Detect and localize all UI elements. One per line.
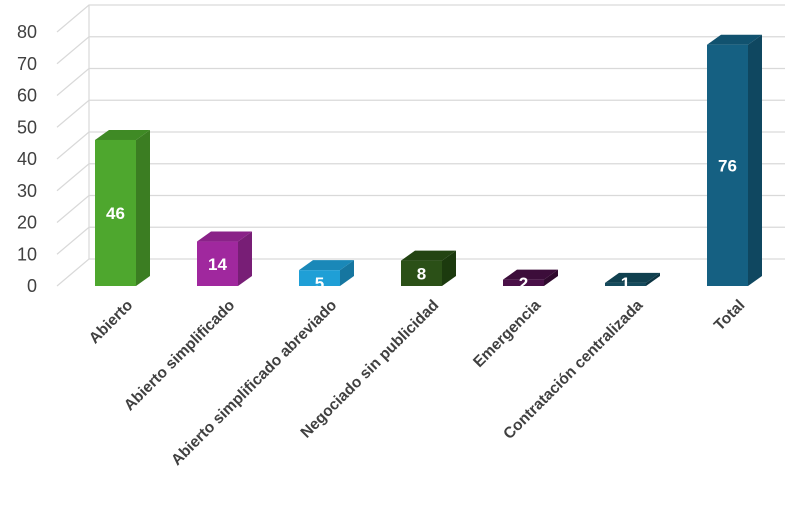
category-label: Abierto simplificado abreviado [168, 297, 340, 469]
gridline [56, 163, 785, 192]
bar-side [442, 250, 456, 286]
data-label: 46 [106, 204, 125, 223]
bar-top [299, 260, 354, 271]
gridline [56, 99, 785, 128]
bar-front [707, 44, 748, 287]
gridlines [56, 4, 785, 287]
bar [401, 250, 456, 286]
bar-front [401, 260, 442, 286]
gridline [56, 36, 785, 65]
data-labels: 46 14 5 8 2 1 76 [106, 156, 737, 293]
bar-side [646, 272, 660, 286]
bar-front [503, 279, 544, 286]
gridline [56, 4, 785, 33]
y-tick-label: 80 [17, 22, 37, 42]
gridline [56, 194, 785, 223]
y-tick-label: 50 [17, 117, 37, 137]
bar-front [197, 241, 238, 286]
bar [95, 129, 150, 286]
category-label: Total [711, 297, 748, 334]
gridline [56, 131, 785, 160]
bar-top [401, 250, 456, 261]
bar-front [95, 139, 136, 286]
bar [503, 269, 558, 286]
data-label: 1 [621, 274, 630, 293]
category-label: Emergencia [470, 297, 544, 371]
y-axis-tick-labels: 0 10 20 30 40 50 60 70 80 [17, 22, 37, 296]
bar-side [340, 260, 354, 286]
bar-side [748, 34, 762, 287]
bar-side [544, 269, 558, 286]
y-tick-label: 20 [17, 213, 37, 233]
bar-front [299, 270, 340, 286]
y-tick-label: 0 [27, 276, 37, 296]
bars [95, 34, 762, 287]
bar [707, 34, 762, 287]
bar-top [605, 272, 660, 283]
gridline [56, 226, 785, 255]
data-label: 5 [315, 274, 324, 293]
data-label: 2 [519, 274, 528, 293]
bar-front [605, 282, 646, 286]
bar-top [503, 269, 558, 280]
y-tick-label: 40 [17, 149, 37, 169]
data-label: 14 [208, 255, 227, 274]
y-tick-label: 10 [17, 244, 37, 264]
y-tick-label: 30 [17, 181, 37, 201]
bar-top [197, 231, 252, 242]
bar [299, 260, 354, 286]
bar [197, 231, 252, 286]
data-label: 8 [417, 264, 426, 283]
gridline [56, 67, 785, 96]
data-label: 76 [718, 156, 737, 175]
bar-side [238, 231, 252, 286]
y-tick-label: 60 [17, 86, 37, 106]
category-label: Abierto [86, 297, 136, 347]
bar [605, 272, 660, 286]
bar-top [95, 129, 150, 140]
category-label: Abierto simplificado [121, 297, 238, 414]
bar-side [136, 129, 150, 286]
y-tick-label: 70 [17, 54, 37, 74]
bar-top [707, 34, 762, 45]
